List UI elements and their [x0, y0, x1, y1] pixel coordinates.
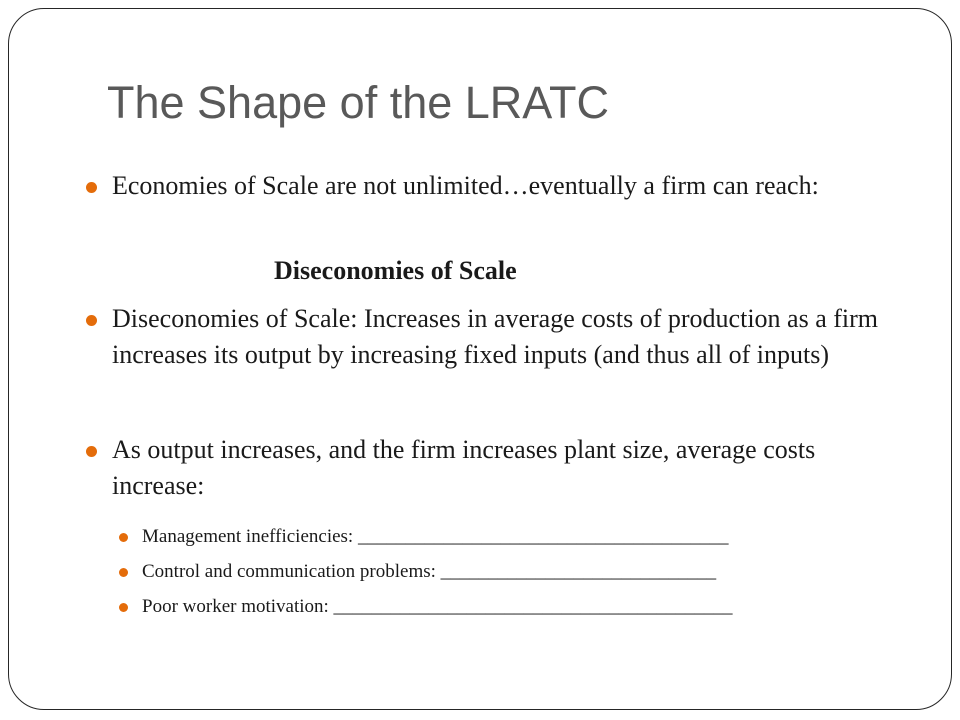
subbullet-dot: [119, 568, 128, 577]
subbullet-control-communication: Control and communication problems: ____…: [142, 561, 717, 582]
bullet-dot: [86, 446, 97, 457]
bullet-economies-of-scale: Economies of Scale are not unlimited…eve…: [112, 171, 819, 200]
bullet-output-increases: As output increases, and the firm increa…: [112, 435, 816, 500]
bullet-dot: [86, 315, 97, 326]
subbullet-management: Management inefficiencies: _____________…: [142, 526, 729, 547]
bullet-diseconomies-definition: Diseconomies of Scale: Increases in aver…: [112, 304, 879, 369]
slide-title: The Shape of the LRATC: [107, 77, 609, 128]
bullet-dot: [86, 182, 97, 193]
diseconomies-heading: Diseconomies of Scale: [274, 256, 517, 285]
subbullet-dot: [119, 533, 128, 542]
subbullet-dot: [119, 603, 128, 612]
subbullet-worker-motivation: Poor worker motivation: ________________…: [142, 596, 733, 617]
slide-frame: [8, 8, 952, 710]
